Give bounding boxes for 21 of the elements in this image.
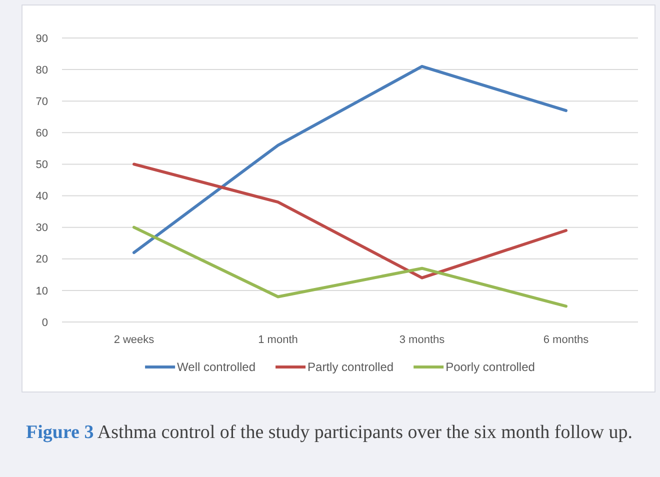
legend-label: Poorly controlled — [446, 360, 535, 374]
line-series — [132, 226, 568, 308]
y-tick-label: 40 — [36, 190, 48, 203]
line-series — [132, 64, 568, 254]
legend-label: Well controlled — [177, 360, 256, 374]
caption: Figure 3 Asthma control of the study participants over the six month follow up. — [26, 422, 633, 443]
x-tick-label: 6 months — [543, 334, 590, 346]
legend-label: Partly controlled — [308, 360, 394, 374]
y-tick-label: 50 — [36, 159, 48, 172]
y-tick-label: 60 — [36, 128, 48, 140]
y-tick-label: 30 — [36, 222, 48, 234]
x-tick-label: 1 month — [258, 334, 298, 346]
y-tick-label: 10 — [36, 285, 48, 298]
y-tick-label: 70 — [36, 96, 48, 108]
x-tick-label: 3 months — [399, 334, 446, 346]
line-series — [132, 162, 568, 280]
y-tick-label: 80 — [36, 64, 48, 76]
x-tick-label: 2 weeks — [114, 334, 155, 346]
y-tick-label: 90 — [36, 32, 48, 45]
y-tick-label: 20 — [36, 254, 48, 266]
y-tick-label: 0 — [42, 316, 48, 329]
